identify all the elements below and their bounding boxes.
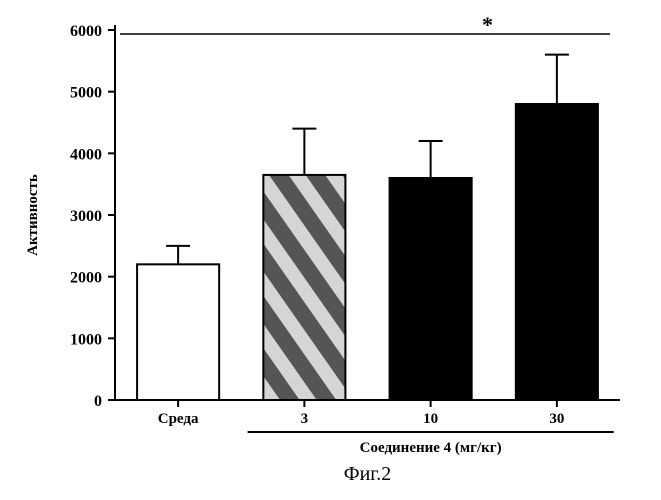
- sig-marker: *: [482, 12, 493, 37]
- xtick-label: 30: [549, 411, 564, 427]
- bar-chart: * 0 1000 2000 3000 4000 5000 6000 Среда 3 10 30 Акти…: [0, 0, 661, 500]
- ytick-label: 4000: [70, 146, 102, 163]
- xtick-label: 3: [301, 411, 309, 427]
- bar-0: [137, 264, 219, 400]
- group-label: Соединение 4 (мг/кг): [360, 440, 502, 456]
- ytick-label: 1000: [70, 331, 102, 348]
- ytick-label: 5000: [70, 85, 102, 102]
- y-axis-label: Активность: [25, 174, 41, 256]
- bar-1: [263, 175, 345, 400]
- ytick-label: 3000: [70, 208, 102, 225]
- xtick-label: 10: [423, 411, 438, 427]
- figure-caption: Фиг.2: [344, 463, 391, 485]
- bar-3: [516, 104, 598, 400]
- ytick-label: 6000: [70, 23, 102, 40]
- ytick-label: 0: [94, 393, 102, 410]
- chart-svg: * 0 1000 2000 3000 4000 5000 6000 Среда 3 10 30 Акти…: [0, 0, 661, 500]
- xtick-label: Среда: [158, 411, 199, 427]
- bar-2: [390, 178, 472, 400]
- ytick-label: 2000: [70, 270, 102, 287]
